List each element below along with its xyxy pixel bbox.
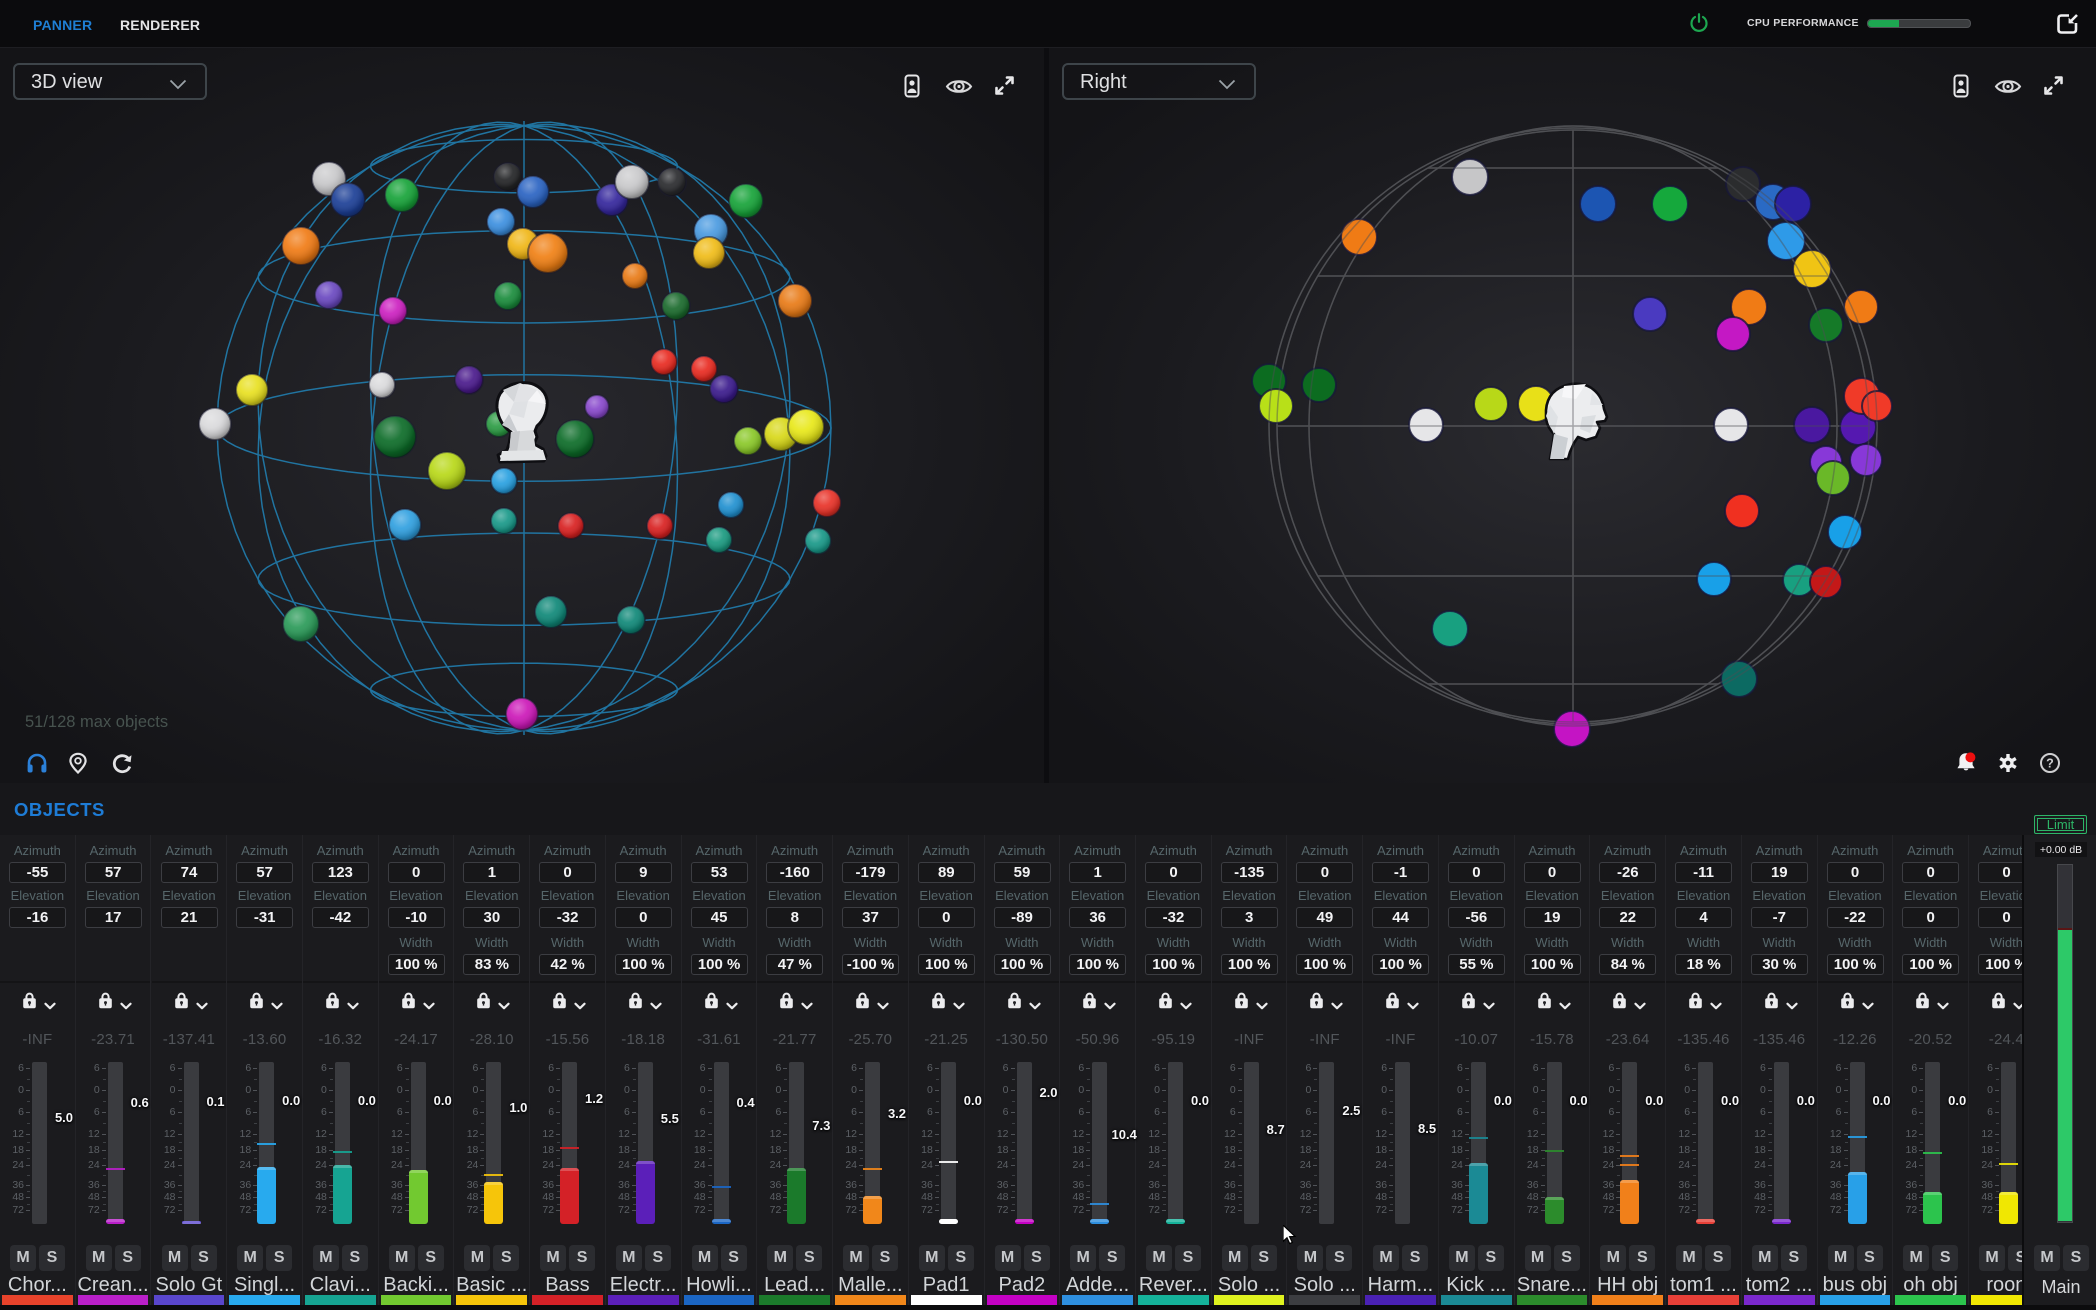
svg-text:?: ? [2046, 756, 2054, 770]
